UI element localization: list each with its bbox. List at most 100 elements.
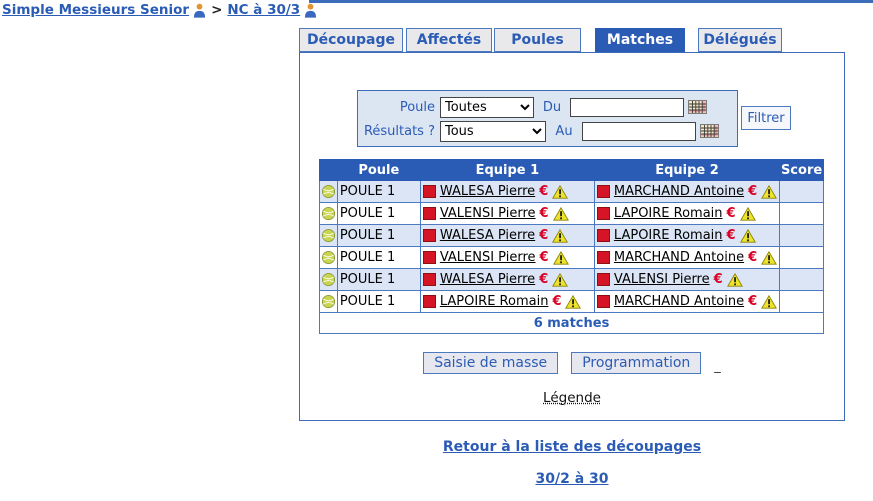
warning-icon[interactable] <box>761 295 777 309</box>
euro-icon[interactable]: € <box>539 184 549 199</box>
du-date-input[interactable] <box>570 97 684 117</box>
poule-cell: POULE 1 <box>336 224 421 247</box>
player-link[interactable]: VALENSI Pierre <box>439 206 536 221</box>
warning-icon[interactable] <box>552 185 568 199</box>
trailing-underscore: _ <box>714 359 721 374</box>
filter-row-resultats: Résultats ? Tous Au <box>360 119 735 143</box>
warning-icon[interactable] <box>727 273 743 287</box>
tennis-ball-icon[interactable] <box>321 228 336 243</box>
tennis-ball-icon[interactable] <box>321 250 336 265</box>
euro-icon[interactable]: € <box>539 250 549 265</box>
tab-matches-active[interactable]: Matches <box>595 28 685 52</box>
match-icon-cell <box>319 246 338 269</box>
red-square-icon[interactable] <box>422 207 436 220</box>
retour-liste-decoupages-link[interactable]: Retour à la liste des découpages <box>442 439 702 455</box>
red-square-icon[interactable] <box>596 273 610 286</box>
tab-decoupage[interactable]: Découpage <box>299 28 403 52</box>
top-border-strip <box>309 0 873 3</box>
warning-icon[interactable] <box>740 229 756 243</box>
euro-icon[interactable]: € <box>726 228 736 243</box>
warning-icon[interactable] <box>565 295 581 309</box>
tennis-ball-icon[interactable] <box>321 294 336 309</box>
euro-icon[interactable]: € <box>713 272 723 287</box>
legende-link[interactable]: Légende <box>543 390 601 406</box>
red-square-icon[interactable] <box>422 185 436 198</box>
table-row: POULE 1 LAPOIRE Romain € MARCHAND Antoin… <box>319 290 824 313</box>
red-square-icon[interactable] <box>596 229 610 242</box>
warning-icon[interactable] <box>552 273 568 287</box>
equipe2-cell: LAPOIRE Romain € <box>593 202 781 225</box>
red-square-icon[interactable] <box>422 295 436 308</box>
red-square-icon[interactable] <box>422 251 436 264</box>
red-square-icon[interactable] <box>596 185 610 198</box>
euro-icon[interactable]: € <box>748 250 758 265</box>
euro-icon[interactable]: € <box>552 294 562 309</box>
tab-affectes[interactable]: Affectés <box>406 28 492 52</box>
resultats-select[interactable]: Tous <box>440 120 546 142</box>
euro-icon[interactable]: € <box>539 228 549 243</box>
poule-cell: POULE 1 <box>336 246 421 269</box>
player-link[interactable]: LAPOIRE Romain <box>613 228 723 243</box>
red-square-icon[interactable] <box>596 295 610 308</box>
red-square-icon[interactable] <box>422 273 436 286</box>
tab-poules[interactable]: Poules <box>494 28 581 52</box>
player-link[interactable]: LAPOIRE Romain <box>439 294 549 309</box>
poule-cell: POULE 1 <box>336 180 421 203</box>
poule-cell: POULE 1 <box>336 202 421 225</box>
player-link[interactable]: MARCHAND Antoine <box>613 250 745 265</box>
warning-icon[interactable] <box>740 207 756 221</box>
table-row: POULE 1 VALENSI Pierre € LAPOIRE Romain … <box>319 202 824 225</box>
calendar-icon[interactable] <box>700 124 719 138</box>
breadcrumb-tournament-link[interactable]: Simple Messieurs Senior <box>2 2 190 18</box>
poule-select[interactable]: Toutes <box>440 96 534 118</box>
euro-icon[interactable]: € <box>748 184 758 199</box>
player-link[interactable]: MARCHAND Antoine <box>613 184 745 199</box>
euro-icon[interactable]: € <box>539 206 549 221</box>
player-link[interactable]: LAPOIRE Romain <box>613 206 723 221</box>
icon-column-header <box>319 159 338 181</box>
legende-wrap: Légende <box>300 390 844 406</box>
person-icon[interactable] <box>193 3 206 18</box>
equipe1-cell: VALENSI Pierre € <box>419 202 595 225</box>
tennis-ball-icon[interactable] <box>321 184 336 199</box>
player-link[interactable]: WALESA Pierre <box>439 272 536 287</box>
tab-delegues[interactable]: Délégués <box>698 28 782 52</box>
range-link[interactable]: 30/2 à 30 <box>535 471 609 487</box>
euro-icon[interactable]: € <box>726 206 736 221</box>
euro-icon[interactable]: € <box>539 272 549 287</box>
person-icon[interactable] <box>304 3 317 18</box>
warning-icon[interactable] <box>553 251 569 265</box>
warning-icon[interactable] <box>761 251 777 265</box>
matches-table: Poule Equipe 1 Equipe 2 Score POULE 1 WA… <box>319 159 824 334</box>
match-icon-cell <box>319 180 338 203</box>
programmation-button[interactable]: Programmation <box>571 352 702 374</box>
euro-icon[interactable]: € <box>748 294 758 309</box>
match-icon-cell <box>319 268 338 291</box>
red-square-icon[interactable] <box>422 229 436 242</box>
equipe2-cell: MARCHAND Antoine € <box>593 246 781 269</box>
player-link[interactable]: WALESA Pierre <box>439 228 536 243</box>
table-row: POULE 1 WALESA Pierre € LAPOIRE Romain € <box>319 224 824 247</box>
warning-icon[interactable] <box>553 207 569 221</box>
warning-icon[interactable] <box>552 229 568 243</box>
player-link[interactable]: MARCHAND Antoine <box>613 294 745 309</box>
match-icon-cell <box>319 290 338 313</box>
player-link[interactable]: VALENSI Pierre <box>613 272 710 287</box>
red-square-icon[interactable] <box>596 207 610 220</box>
player-link[interactable]: VALENSI Pierre <box>439 250 536 265</box>
au-date-input[interactable] <box>582 121 696 141</box>
range-wrap: 30/2 à 30 <box>299 471 845 487</box>
tennis-ball-icon[interactable] <box>321 206 336 221</box>
breadcrumb-division-link[interactable]: NC à 30/3 <box>227 2 301 18</box>
warning-icon[interactable] <box>761 185 777 199</box>
calendar-icon[interactable] <box>688 100 707 114</box>
resultats-label: Résultats ? <box>363 123 435 139</box>
tennis-ball-icon[interactable] <box>321 272 336 287</box>
filtrer-button[interactable]: Filtrer <box>741 106 791 130</box>
red-square-icon[interactable] <box>596 251 610 264</box>
table-row: POULE 1 WALESA Pierre € MARCHAND Antoine… <box>319 180 824 203</box>
player-link[interactable]: WALESA Pierre <box>439 184 536 199</box>
equipe2-cell: LAPOIRE Romain € <box>593 224 781 247</box>
saisie-de-masse-button[interactable]: Saisie de masse <box>423 352 559 374</box>
du-label: Du <box>542 99 562 115</box>
